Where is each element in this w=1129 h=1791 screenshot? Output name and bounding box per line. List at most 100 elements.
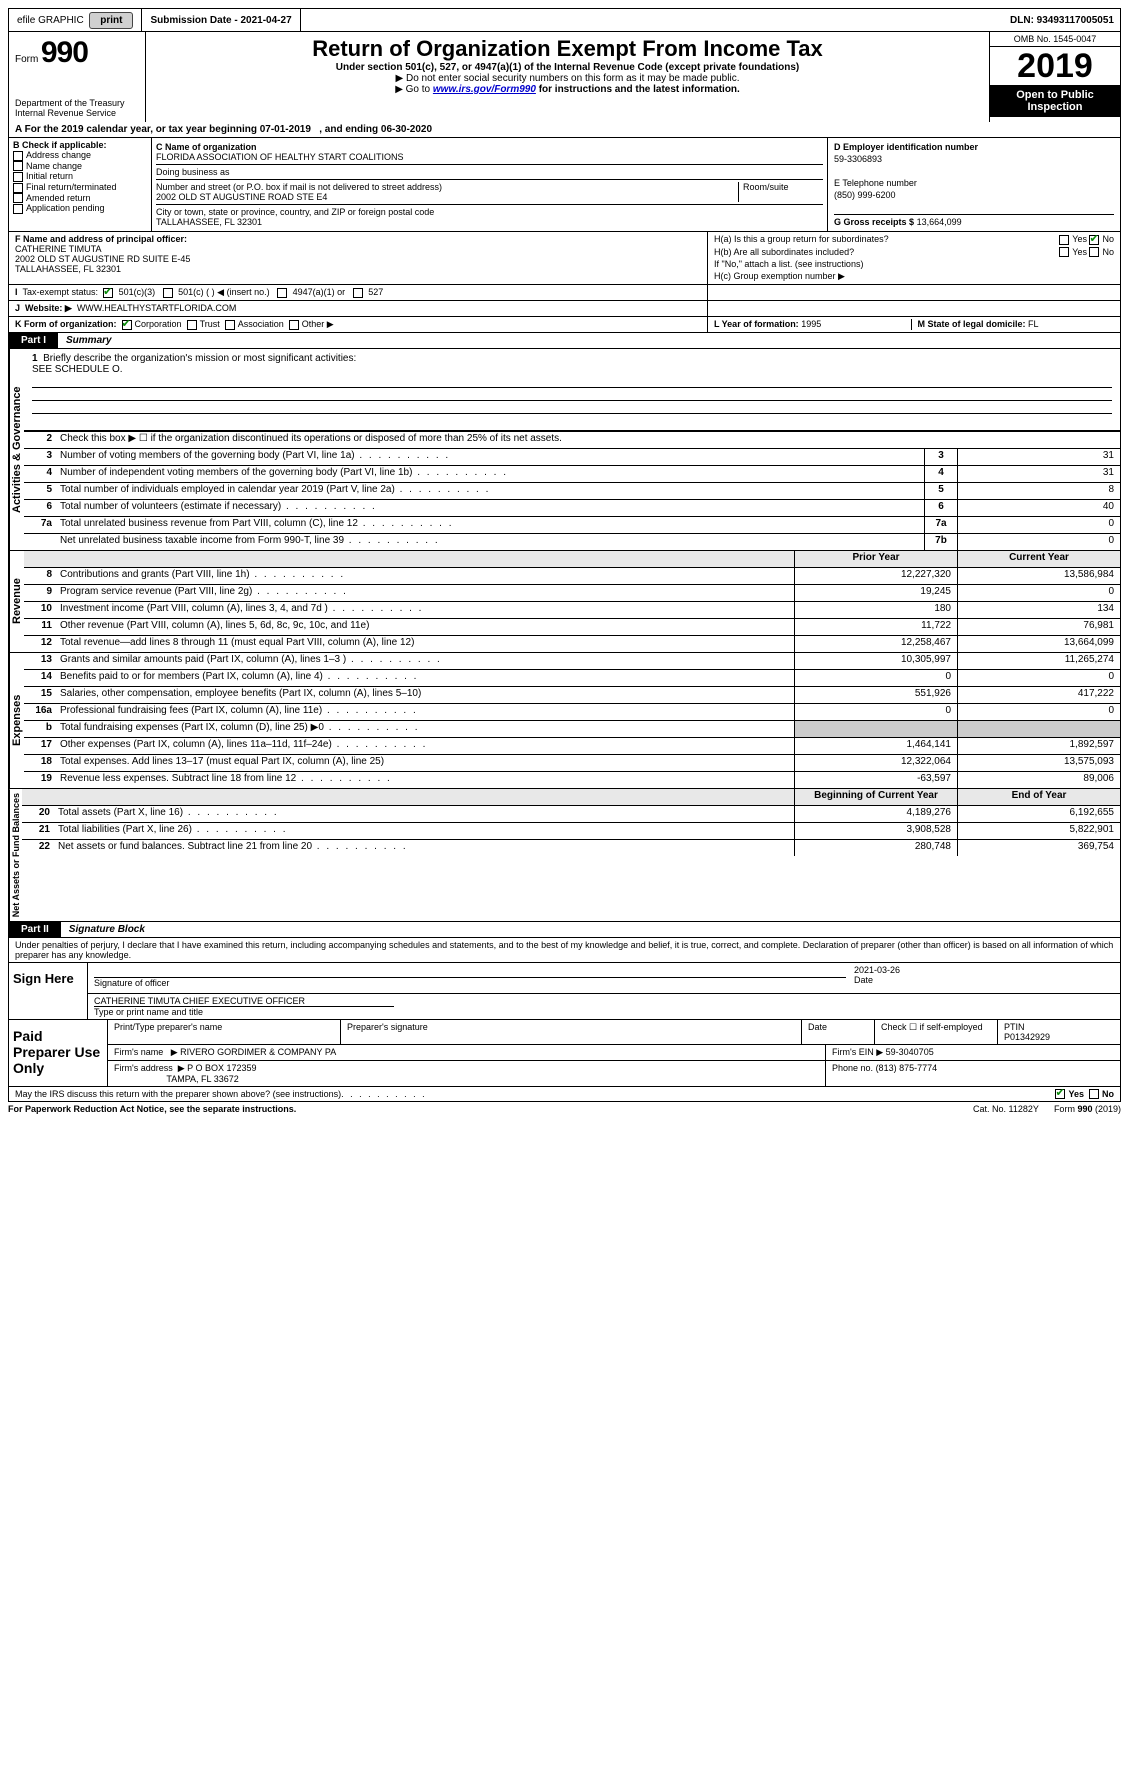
k-o1: Corporation: [135, 319, 182, 329]
prep-label: Paid Preparer Use Only: [9, 1020, 108, 1086]
summary-line: 14Benefits paid to or for members (Part …: [24, 670, 1120, 687]
firm-addr2: TAMPA, FL 33672: [166, 1074, 238, 1084]
sig-officer-label: Signature of officer: [94, 978, 169, 988]
line-num: 10: [24, 602, 56, 618]
ha-line: H(a) Is this a group return for subordin…: [714, 234, 1114, 245]
line-curr: 89,006: [957, 772, 1120, 788]
addr-label: Number and street (or P.O. box if mail i…: [156, 182, 442, 192]
discuss-q: May the IRS discuss this return with the…: [15, 1089, 341, 1099]
j-row: J Website: ▶ WWW.HEALTHYSTARTFLORIDA.COM: [8, 301, 1121, 317]
summary-line: 9Program service revenue (Part VIII, lin…: [24, 585, 1120, 602]
k-o4: Other ▶: [302, 319, 334, 329]
k-corp-chk[interactable]: [122, 320, 132, 330]
part2-header: Part II Signature Block: [8, 922, 1121, 938]
officer-name: CATHERINE TIMUTA CHIEF EXECUTIVE OFFICER: [94, 996, 394, 1007]
line-prior: 12,227,320: [794, 568, 957, 584]
i-left: I Tax-exempt status: 501(c)(3) 501(c) ( …: [9, 285, 708, 300]
firm-name: ▶ RIVERO GORDIMER & COMPANY PA: [171, 1047, 336, 1057]
i-501c3-chk[interactable]: [103, 288, 113, 298]
summary-line: 6Total number of volunteers (estimate if…: [24, 500, 1120, 517]
vert-exp: Expenses: [9, 653, 24, 788]
i-501c-chk[interactable]: [163, 288, 173, 298]
ha-yes-chk[interactable]: [1059, 235, 1069, 245]
m-label: M State of legal domicile:: [918, 319, 1026, 329]
firm-name-cell: Firm's name ▶ RIVERO GORDIMER & COMPANY …: [108, 1045, 826, 1060]
discuss-no-chk[interactable]: [1089, 1089, 1099, 1099]
ha-no: No: [1102, 234, 1114, 244]
i-right-empty: [708, 285, 1120, 300]
open-public-1: Open to Public: [990, 89, 1120, 101]
l-label: L Year of formation:: [714, 319, 799, 329]
chk-amended[interactable]: [13, 193, 23, 203]
hdr-eoy: End of Year: [957, 789, 1120, 805]
summary-line: 5Total number of individuals employed in…: [24, 483, 1120, 500]
line-desc: Other expenses (Part IX, column (A), lin…: [56, 738, 794, 754]
line-box: 6: [924, 500, 957, 516]
line-num: [24, 534, 56, 550]
hdr-boy: Beginning of Current Year: [794, 789, 957, 805]
ha-no-chk[interactable]: [1089, 235, 1099, 245]
line-curr: [957, 721, 1120, 737]
summary-line: 12Total revenue—add lines 8 through 11 (…: [24, 636, 1120, 652]
sig-disclaimer: Under penalties of perjury, I declare th…: [9, 938, 1120, 962]
j-right-empty: [708, 301, 1120, 316]
k-trust-chk[interactable]: [187, 320, 197, 330]
hb-no-chk[interactable]: [1089, 247, 1099, 257]
line-num: 18: [24, 755, 56, 771]
k-other-chk[interactable]: [289, 320, 299, 330]
print-button[interactable]: print: [89, 12, 133, 29]
period-a: A For the 2019 calendar year, or tax yea…: [15, 124, 311, 135]
line-prior: 4,189,276: [794, 806, 957, 822]
rev-hdr: Prior Year Current Year: [24, 551, 1120, 568]
summary-line: 15Salaries, other compensation, employee…: [24, 687, 1120, 704]
gov-section: Activities & Governance 1 Briefly descri…: [8, 349, 1121, 551]
discuss-yes-chk[interactable]: [1055, 1089, 1065, 1099]
line-desc: Total revenue—add lines 8 through 11 (mu…: [56, 636, 794, 652]
q1-ans: SEE SCHEDULE O.: [32, 364, 123, 375]
ein: 59-3306893: [834, 154, 1114, 164]
open-public: Open to Public Inspection: [990, 85, 1120, 117]
line-desc: Total number of individuals employed in …: [56, 483, 924, 499]
gov-body: 1 Briefly describe the organization's mi…: [24, 349, 1120, 550]
form-subtitle: Under section 501(c), 527, or 4947(a)(1)…: [152, 62, 983, 73]
line-val: 8: [957, 483, 1120, 499]
open-public-2: Inspection: [990, 101, 1120, 113]
vert-gov: Activities & Governance: [9, 349, 24, 550]
form990-link[interactable]: www.irs.gov/Form990: [433, 84, 536, 95]
opt-namechg: Name change: [26, 161, 82, 171]
line-num: 4: [24, 466, 56, 482]
hb-yes-chk[interactable]: [1059, 247, 1069, 257]
line-curr: 369,754: [957, 840, 1120, 856]
k-assoc-chk[interactable]: [225, 320, 235, 330]
f-block: F Name and address of principal officer:…: [9, 232, 708, 284]
line-num: 22: [22, 840, 54, 856]
summary-line: bTotal fundraising expenses (Part IX, co…: [24, 721, 1120, 738]
line-prior: 1,464,141: [794, 738, 957, 754]
chk-namechg[interactable]: [13, 161, 23, 171]
paperwork: For Paperwork Reduction Act Notice, see …: [8, 1104, 296, 1114]
chk-address[interactable]: [13, 151, 23, 161]
form-number: 990: [41, 36, 88, 69]
line-num: 21: [22, 823, 54, 839]
net-body: Beginning of Current Year End of Year 20…: [22, 789, 1120, 921]
prep-line1: Print/Type preparer's name Preparer's si…: [108, 1020, 1120, 1045]
chk-pending[interactable]: [13, 204, 23, 214]
part2-label: Signature Block: [69, 924, 145, 935]
chk-initial[interactable]: [13, 172, 23, 182]
firm-phone-cell: Phone no. (813) 875-7774: [826, 1061, 1120, 1086]
f-addr2: TALLAHASSEE, FL 32301: [15, 264, 121, 274]
line-num: 5: [24, 483, 56, 499]
summary-line: 13Grants and similar amounts paid (Part …: [24, 653, 1120, 670]
lm-block: L Year of formation: 1995 M State of leg…: [708, 317, 1120, 332]
goto-post: for instructions and the latest informat…: [539, 84, 740, 95]
chk-final[interactable]: [13, 183, 23, 193]
line-num: 8: [24, 568, 56, 584]
part1-tag: Part I: [9, 333, 58, 348]
rev-body: Prior Year Current Year 8Contributions a…: [24, 551, 1120, 652]
i-527-chk[interactable]: [353, 288, 363, 298]
line-box: 3: [924, 449, 957, 465]
line-box: 7a: [924, 517, 957, 533]
i-4947-chk[interactable]: [277, 288, 287, 298]
sig-date: 2021-03-26: [854, 965, 1114, 975]
line-desc: Contributions and grants (Part VIII, lin…: [56, 568, 794, 584]
